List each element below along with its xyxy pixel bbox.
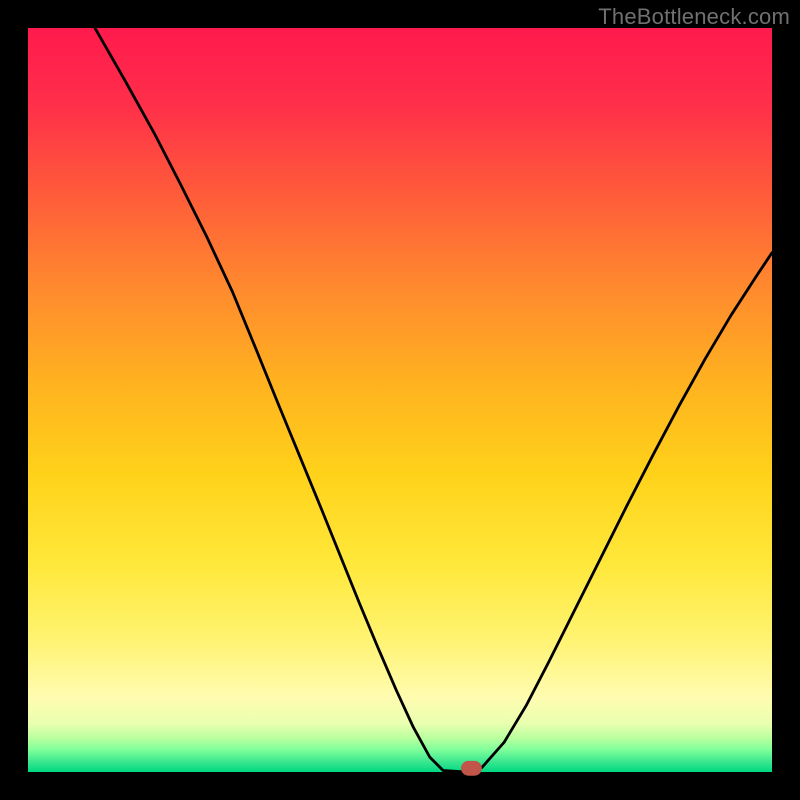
bottleneck-chart xyxy=(0,0,800,800)
plot-background xyxy=(28,28,772,772)
chart-container: TheBottleneck.com xyxy=(0,0,800,800)
watermark-text: TheBottleneck.com xyxy=(598,4,790,30)
optimal-marker xyxy=(461,761,482,776)
